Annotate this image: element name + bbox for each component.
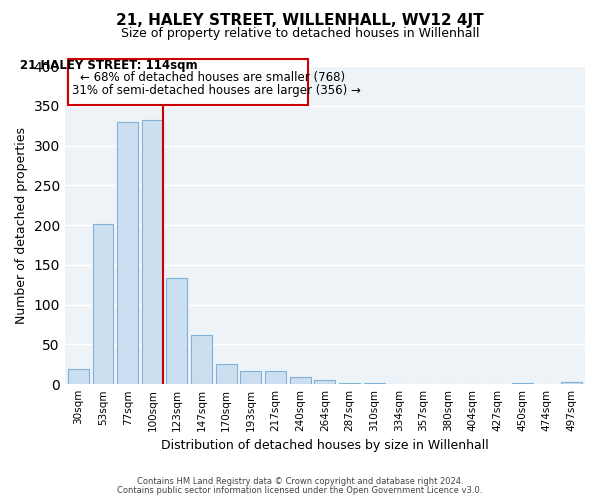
Bar xyxy=(166,278,187,384)
Text: Contains public sector information licensed under the Open Government Licence v3: Contains public sector information licen… xyxy=(118,486,482,495)
Bar xyxy=(290,377,311,384)
Text: Contains HM Land Registry data © Crown copyright and database right 2024.: Contains HM Land Registry data © Crown c… xyxy=(137,477,463,486)
Bar xyxy=(241,372,262,384)
Text: 21, HALEY STREET, WILLENHALL, WV12 4JT: 21, HALEY STREET, WILLENHALL, WV12 4JT xyxy=(116,12,484,28)
Bar xyxy=(117,122,138,384)
Text: Size of property relative to detached houses in Willenhall: Size of property relative to detached ho… xyxy=(121,28,479,40)
Bar xyxy=(191,335,212,384)
FancyBboxPatch shape xyxy=(68,59,308,105)
Bar xyxy=(142,120,163,384)
Bar xyxy=(314,380,335,384)
Bar xyxy=(561,382,582,384)
Text: 21 HALEY STREET: 114sqm: 21 HALEY STREET: 114sqm xyxy=(20,58,198,71)
Bar xyxy=(216,364,237,384)
Y-axis label: Number of detached properties: Number of detached properties xyxy=(15,126,28,324)
Bar xyxy=(92,224,113,384)
Bar xyxy=(339,382,360,384)
Bar xyxy=(68,369,89,384)
Bar xyxy=(265,372,286,384)
Bar xyxy=(512,382,533,384)
Text: 31% of semi-detached houses are larger (356) →: 31% of semi-detached houses are larger (… xyxy=(72,84,361,97)
X-axis label: Distribution of detached houses by size in Willenhall: Distribution of detached houses by size … xyxy=(161,440,489,452)
Text: ← 68% of detached houses are smaller (768): ← 68% of detached houses are smaller (76… xyxy=(80,72,345,85)
